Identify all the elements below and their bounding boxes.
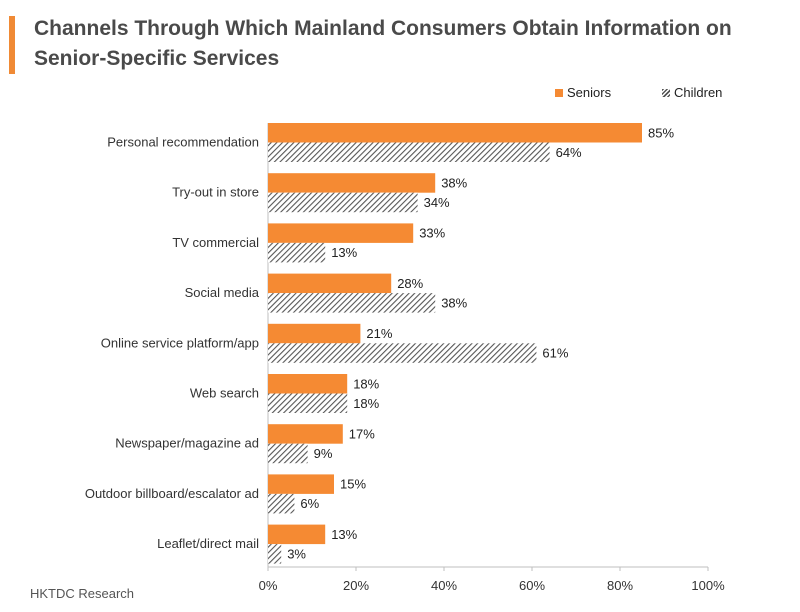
chart-title: Channels Through Which Mainland Consumer… [34, 17, 732, 70]
x-tick-label: 100% [691, 578, 725, 593]
bar-children [268, 192, 418, 213]
bar-seniors [268, 474, 334, 494]
category-label: TV commercial [172, 235, 259, 250]
bar-children [268, 544, 282, 564]
data-label-children: 18% [353, 396, 379, 411]
data-label-seniors: 33% [419, 226, 445, 241]
category-label: Outdoor billboard/escalator ad [85, 486, 259, 501]
data-label-children: 38% [441, 295, 467, 310]
bar-seniors [268, 173, 436, 193]
bar-seniors [268, 223, 414, 243]
x-tick-label: 60% [519, 578, 545, 593]
data-label-seniors: 85% [648, 125, 674, 140]
title-accent-bar [9, 16, 15, 74]
bar-children [268, 242, 326, 263]
bar-seniors [268, 273, 392, 294]
x-tick-label: 80% [607, 578, 633, 593]
data-label-seniors: 13% [331, 527, 357, 542]
bar-children [268, 393, 348, 413]
data-label-children: 64% [556, 145, 582, 160]
data-label-seniors: 18% [353, 376, 379, 391]
bar-seniors [268, 374, 348, 394]
legend-swatch-children [662, 88, 670, 97]
category-label: Online service platform/app [101, 335, 259, 350]
data-label-seniors: 21% [366, 326, 392, 341]
bar-children [268, 142, 550, 162]
x-tick-label: 20% [343, 578, 369, 593]
legend-item-seniors: Seniors [555, 85, 611, 100]
category-label: Leaflet/direct mail [157, 536, 259, 551]
legend-label-children: Children [674, 85, 723, 100]
data-label-seniors: 15% [340, 477, 366, 492]
legend-item-children: Children [662, 85, 722, 100]
category-label: Personal recommendation [107, 135, 259, 150]
category-label: Newspaper/magazine ad [115, 436, 259, 451]
x-tick-label: 0% [259, 578, 278, 593]
bar-children [268, 443, 308, 464]
bar-seniors [268, 424, 343, 444]
bar-seniors [268, 123, 642, 143]
bar-children [268, 493, 295, 514]
legend-label-seniors: Seniors [567, 85, 612, 100]
source-note: HKTDC Research [30, 586, 135, 601]
category-label: Try-out in store [172, 185, 259, 200]
data-label-children: 3% [287, 546, 306, 561]
data-label-children: 9% [314, 446, 333, 461]
data-label-seniors: 38% [441, 175, 467, 190]
data-label-children: 61% [542, 346, 568, 361]
data-label-seniors: 17% [349, 426, 375, 441]
category-label: Social media [185, 285, 260, 300]
category-label: Web search [190, 386, 259, 401]
bar-children [268, 293, 436, 313]
legend-swatch-seniors [555, 88, 563, 97]
bar-children [268, 343, 537, 363]
bar-seniors [268, 524, 326, 545]
data-label-seniors: 28% [397, 276, 423, 291]
x-tick-label: 40% [431, 578, 457, 593]
data-label-children: 34% [424, 195, 450, 210]
data-label-children: 13% [331, 245, 357, 260]
data-label-children: 6% [300, 496, 319, 511]
bar-seniors [268, 323, 361, 344]
